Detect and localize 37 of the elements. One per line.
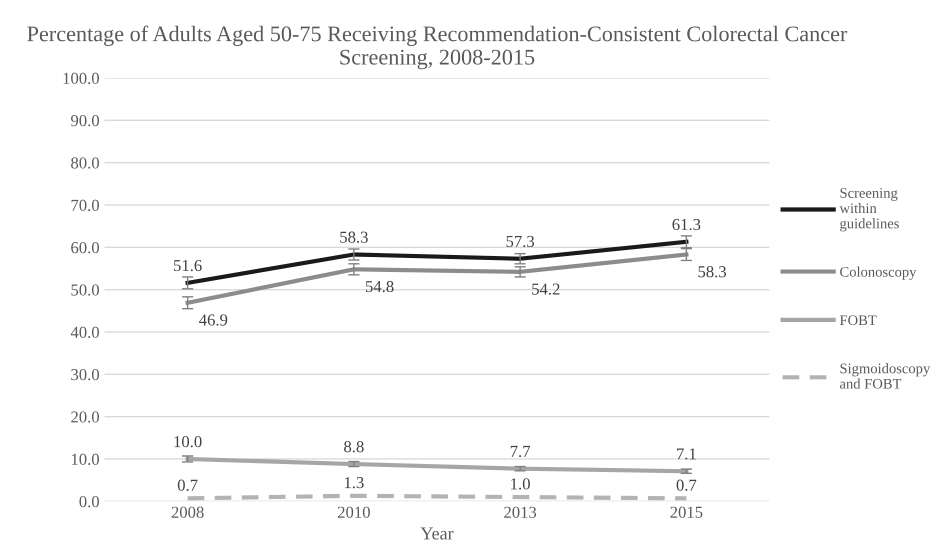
- data-label: 1.0: [511, 478, 530, 490]
- y-tick-label: 30.0: [71, 369, 100, 380]
- x-tick-label: 2008: [172, 506, 204, 518]
- data-label: 61.3: [672, 218, 700, 230]
- y-tick-label: 80.0: [71, 157, 100, 169]
- legend-label: Screening within guidelines: [840, 188, 899, 232]
- y-tick-label: 50.0: [71, 284, 100, 296]
- data-label: 1.3: [344, 477, 364, 488]
- data-label: 7.7: [510, 446, 530, 458]
- data-label: 46.9: [199, 314, 228, 326]
- x-tick-label: 2013: [504, 506, 536, 518]
- data-label: 51.6: [174, 260, 202, 272]
- chart-title: Percentage of Adults Aged 50-75 Receiving Recommendation-Consistent Colorectal Cancer Screening, 2008-2015: [27, 26, 848, 70]
- legend-label: Colonoscopy: [840, 266, 916, 280]
- y-tick-label: 20.0: [71, 411, 100, 423]
- y-tick-label: 40.0: [70, 326, 100, 338]
- y-tick-label: 60.0: [71, 242, 100, 254]
- y-tick-label: 70.0: [72, 200, 100, 211]
- data-label: 54.8: [366, 280, 394, 292]
- x-tick-label: 2010: [338, 506, 370, 518]
- data-label: 0.7: [676, 480, 696, 491]
- y-tick-label: 90.0: [71, 115, 100, 126]
- data-label: 58.3: [340, 232, 368, 243]
- data-label: 8.8: [344, 441, 364, 452]
- y-tick-label: 10.0: [72, 454, 100, 465]
- y-tick-label: 0.0: [79, 496, 100, 508]
- data-label: 57.3: [506, 236, 534, 248]
- legend-label: Sigmoidoscopy and FOBT: [840, 363, 930, 389]
- data-label: 54.2: [532, 284, 560, 295]
- x-axis-title: Year: [420, 528, 454, 540]
- data-label: 58.3: [698, 266, 726, 278]
- data-label: 7.1: [677, 448, 696, 460]
- y-tick-label: 100.0: [64, 72, 100, 84]
- data-label: 0.7: [178, 480, 198, 491]
- legend-label: FOBT: [840, 315, 877, 326]
- data-label: 10.0: [174, 436, 202, 448]
- x-tick-label: 2015: [670, 506, 702, 518]
